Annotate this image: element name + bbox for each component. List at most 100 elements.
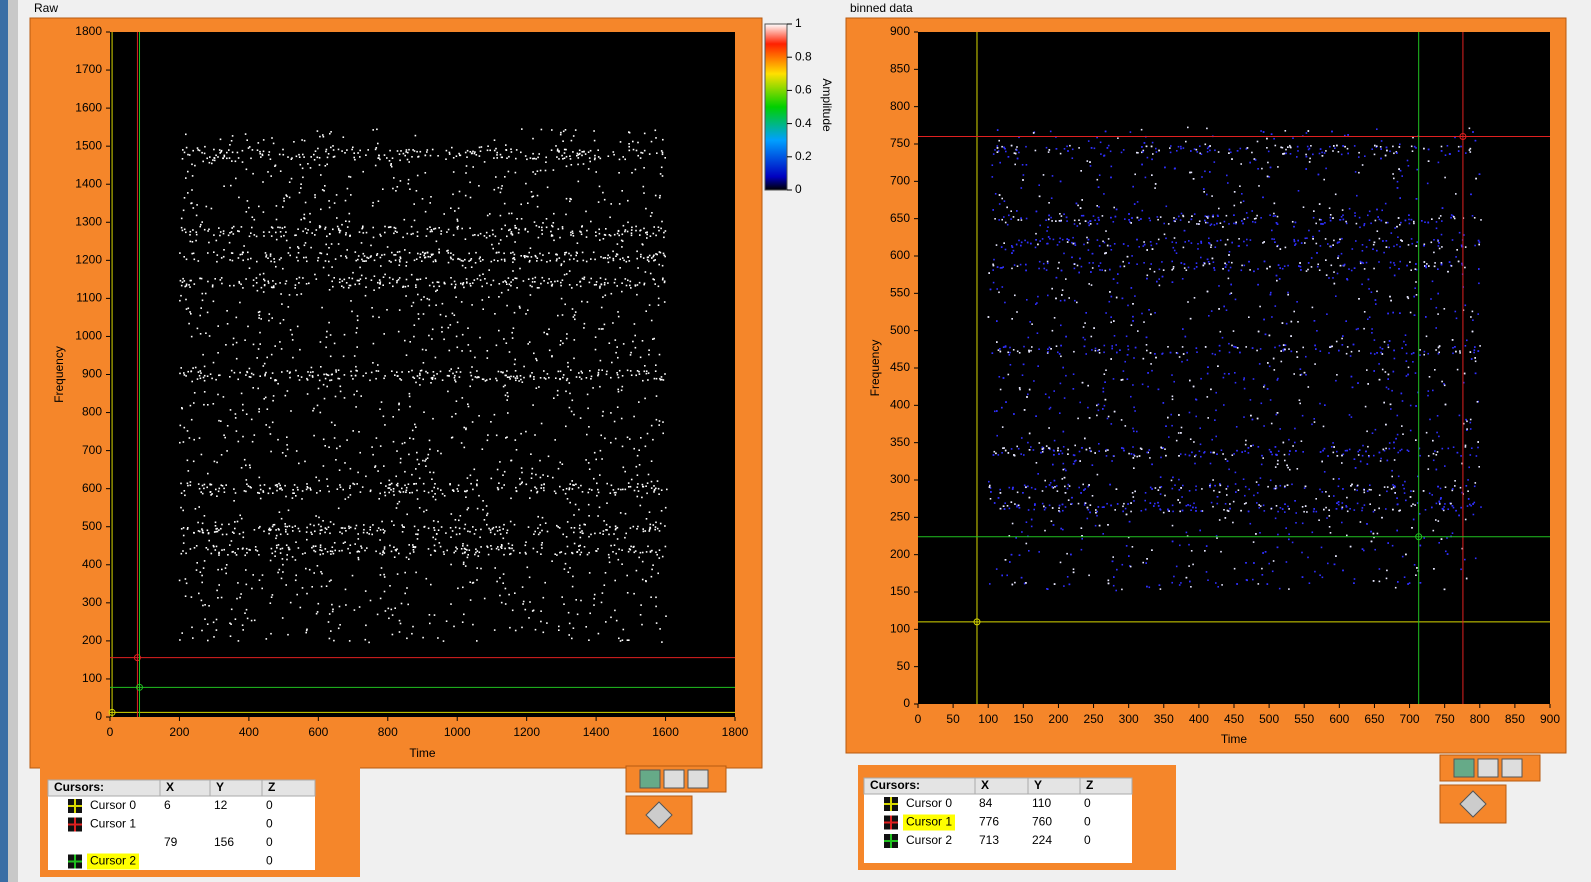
speckle bbox=[299, 277, 301, 279]
speckle bbox=[575, 311, 577, 313]
speckle bbox=[456, 534, 458, 536]
speckle bbox=[544, 377, 546, 379]
speckle bbox=[435, 228, 437, 230]
speckle bbox=[204, 604, 206, 606]
speckle bbox=[633, 416, 635, 418]
speckle bbox=[546, 218, 548, 220]
speckle bbox=[540, 621, 542, 623]
tool-button[interactable] bbox=[688, 770, 708, 788]
speckle bbox=[1263, 386, 1265, 388]
speckle bbox=[262, 154, 264, 156]
speckle bbox=[1048, 202, 1050, 204]
speckle bbox=[548, 278, 550, 280]
speckle bbox=[464, 491, 466, 493]
speckle bbox=[1000, 389, 1002, 391]
speckle bbox=[643, 257, 645, 259]
speckle bbox=[1436, 228, 1438, 230]
speckle bbox=[236, 598, 238, 600]
speckle bbox=[1060, 450, 1062, 452]
speckle bbox=[588, 515, 590, 517]
speckle bbox=[478, 185, 480, 187]
speckle bbox=[1364, 492, 1366, 494]
speckle bbox=[531, 477, 533, 479]
speckle bbox=[202, 293, 204, 295]
speckle bbox=[319, 549, 321, 551]
speckle bbox=[223, 233, 225, 235]
speckle bbox=[226, 152, 228, 154]
speckle bbox=[593, 478, 595, 480]
speckle bbox=[370, 526, 372, 528]
speckle bbox=[438, 227, 440, 229]
speckle bbox=[358, 431, 360, 433]
speckle bbox=[540, 610, 542, 612]
speckle bbox=[339, 624, 341, 626]
speckle bbox=[629, 260, 631, 262]
speckle bbox=[359, 231, 361, 233]
speckle bbox=[998, 349, 1000, 351]
speckle bbox=[294, 525, 296, 527]
tool-button[interactable] bbox=[664, 770, 684, 788]
speckle bbox=[246, 413, 248, 415]
cursor-name[interactable]: Cursor 1 bbox=[90, 817, 136, 831]
speckle bbox=[286, 544, 288, 546]
speckle bbox=[349, 235, 351, 237]
speckle bbox=[1245, 502, 1247, 504]
speckle bbox=[543, 632, 545, 634]
speckle bbox=[994, 411, 996, 413]
speckle bbox=[319, 490, 321, 492]
speckle bbox=[397, 186, 399, 188]
speckle bbox=[505, 395, 507, 397]
speckle bbox=[653, 226, 655, 228]
speckle bbox=[1323, 179, 1325, 181]
speckle bbox=[328, 261, 330, 263]
speckle bbox=[373, 289, 375, 291]
speckle bbox=[429, 472, 431, 474]
speckle bbox=[633, 526, 635, 528]
speckle bbox=[220, 528, 222, 530]
speckle bbox=[289, 525, 291, 527]
speckle bbox=[1286, 561, 1288, 563]
speckle bbox=[463, 563, 465, 565]
speckle bbox=[320, 571, 322, 573]
speckle bbox=[470, 599, 472, 601]
tool-button[interactable] bbox=[640, 770, 660, 788]
speckle bbox=[1315, 223, 1317, 225]
speckle bbox=[180, 367, 182, 369]
speckle bbox=[254, 219, 256, 221]
cursor-name[interactable]: Cursor 0 bbox=[90, 798, 136, 812]
speckle bbox=[1154, 271, 1156, 273]
speckle bbox=[247, 252, 249, 254]
speckle bbox=[244, 490, 246, 492]
speckle bbox=[603, 238, 605, 240]
speckle bbox=[482, 259, 484, 261]
speckle bbox=[401, 488, 403, 490]
speckle bbox=[430, 554, 432, 556]
speckle bbox=[532, 404, 534, 406]
cursor-name[interactable]: Cursor 2 bbox=[90, 854, 136, 868]
speckle bbox=[350, 194, 352, 196]
speckle bbox=[1335, 380, 1337, 382]
speckle bbox=[1382, 369, 1384, 371]
speckle bbox=[654, 283, 656, 285]
speckle bbox=[1374, 154, 1376, 156]
speckle bbox=[476, 579, 478, 581]
speckle bbox=[500, 192, 502, 194]
speckle bbox=[235, 417, 237, 419]
speckle bbox=[290, 602, 292, 604]
speckle bbox=[1349, 208, 1351, 210]
speckle bbox=[1037, 296, 1039, 298]
speckle bbox=[1362, 445, 1364, 447]
speckle bbox=[621, 246, 623, 248]
speckle bbox=[352, 147, 354, 149]
speckle bbox=[202, 161, 204, 163]
speckle bbox=[622, 639, 624, 641]
speckle bbox=[406, 638, 408, 640]
speckle bbox=[225, 344, 227, 346]
speckle bbox=[1358, 454, 1360, 456]
speckle bbox=[285, 455, 287, 457]
speckle bbox=[186, 259, 188, 261]
speckle bbox=[662, 421, 664, 423]
speckle bbox=[349, 487, 351, 489]
speckle bbox=[1414, 504, 1416, 506]
speckle bbox=[1465, 246, 1467, 248]
